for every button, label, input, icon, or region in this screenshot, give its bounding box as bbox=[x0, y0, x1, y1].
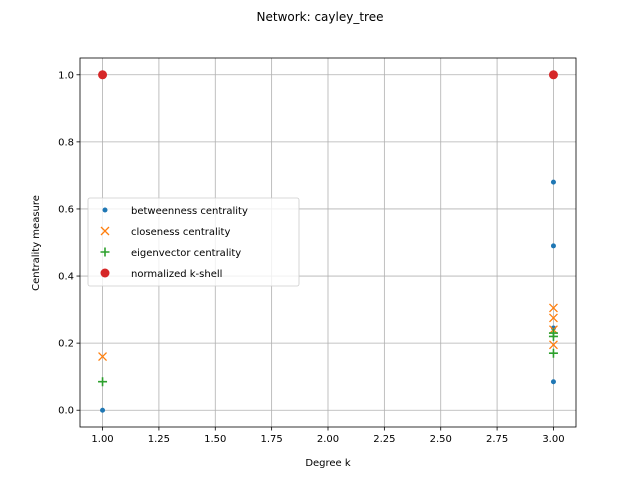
chart-title: Network: cayley_tree bbox=[257, 10, 384, 24]
x-tick-label: 2.25 bbox=[373, 434, 395, 445]
y-tick-label: 0.8 bbox=[58, 137, 74, 148]
legend-marker bbox=[100, 226, 110, 236]
data-point bbox=[98, 377, 108, 387]
x-tick-label: 1.00 bbox=[91, 434, 113, 445]
data-point bbox=[550, 379, 556, 385]
data-point bbox=[550, 179, 556, 185]
legend-label: closeness centrality bbox=[131, 227, 230, 238]
data-point bbox=[548, 303, 558, 313]
x-tick-label: 2.75 bbox=[486, 434, 508, 445]
y-axis-label: Centrality measure bbox=[31, 195, 42, 291]
y-tick-label: 1.0 bbox=[58, 70, 74, 81]
x-tick-label: 3.00 bbox=[542, 434, 564, 445]
series-normalized-k-shell bbox=[98, 70, 558, 80]
x-tick-label: 1.50 bbox=[204, 434, 226, 445]
x-tick-label: 1.25 bbox=[148, 434, 170, 445]
data-point bbox=[100, 407, 106, 413]
data-point bbox=[98, 352, 108, 362]
legend-marker bbox=[102, 207, 108, 213]
x-tick-label: 2.00 bbox=[317, 434, 339, 445]
x-axis: 1.00 1.25 1.50 1.75 2.00 2.25 2.50 2.75 3.00 bbox=[91, 427, 565, 445]
legend: betweenness centrality closeness centrali… bbox=[87, 197, 300, 287]
series-eigenvector-centrality bbox=[98, 328, 558, 387]
data-point bbox=[548, 348, 558, 358]
x-tick-label: 1.75 bbox=[261, 434, 283, 445]
x-tick-label: 2.50 bbox=[430, 434, 452, 445]
data-point bbox=[548, 313, 558, 323]
legend-label: eigenvector centrality bbox=[131, 248, 241, 259]
data-point bbox=[98, 70, 108, 80]
x-axis-label: Degree k bbox=[305, 458, 351, 469]
data-point bbox=[548, 340, 558, 350]
plot-marks bbox=[98, 70, 558, 413]
y-tick-label: 0.4 bbox=[58, 272, 74, 283]
y-tick-label: 0.0 bbox=[58, 406, 74, 417]
y-tick-label: 0.2 bbox=[58, 339, 74, 350]
data-point bbox=[548, 331, 558, 341]
data-point bbox=[548, 70, 558, 80]
legend-label: betweenness centrality bbox=[131, 206, 248, 217]
legend-marker bbox=[100, 247, 110, 257]
legend-marker bbox=[100, 268, 110, 278]
y-tick-label: 0.6 bbox=[58, 204, 74, 215]
y-axis: 0.0 0.2 0.4 0.6 0.8 1.0 bbox=[58, 70, 80, 417]
data-point bbox=[550, 243, 556, 249]
legend-box bbox=[87, 197, 300, 287]
legend-label: normalized k-shell bbox=[131, 269, 222, 280]
